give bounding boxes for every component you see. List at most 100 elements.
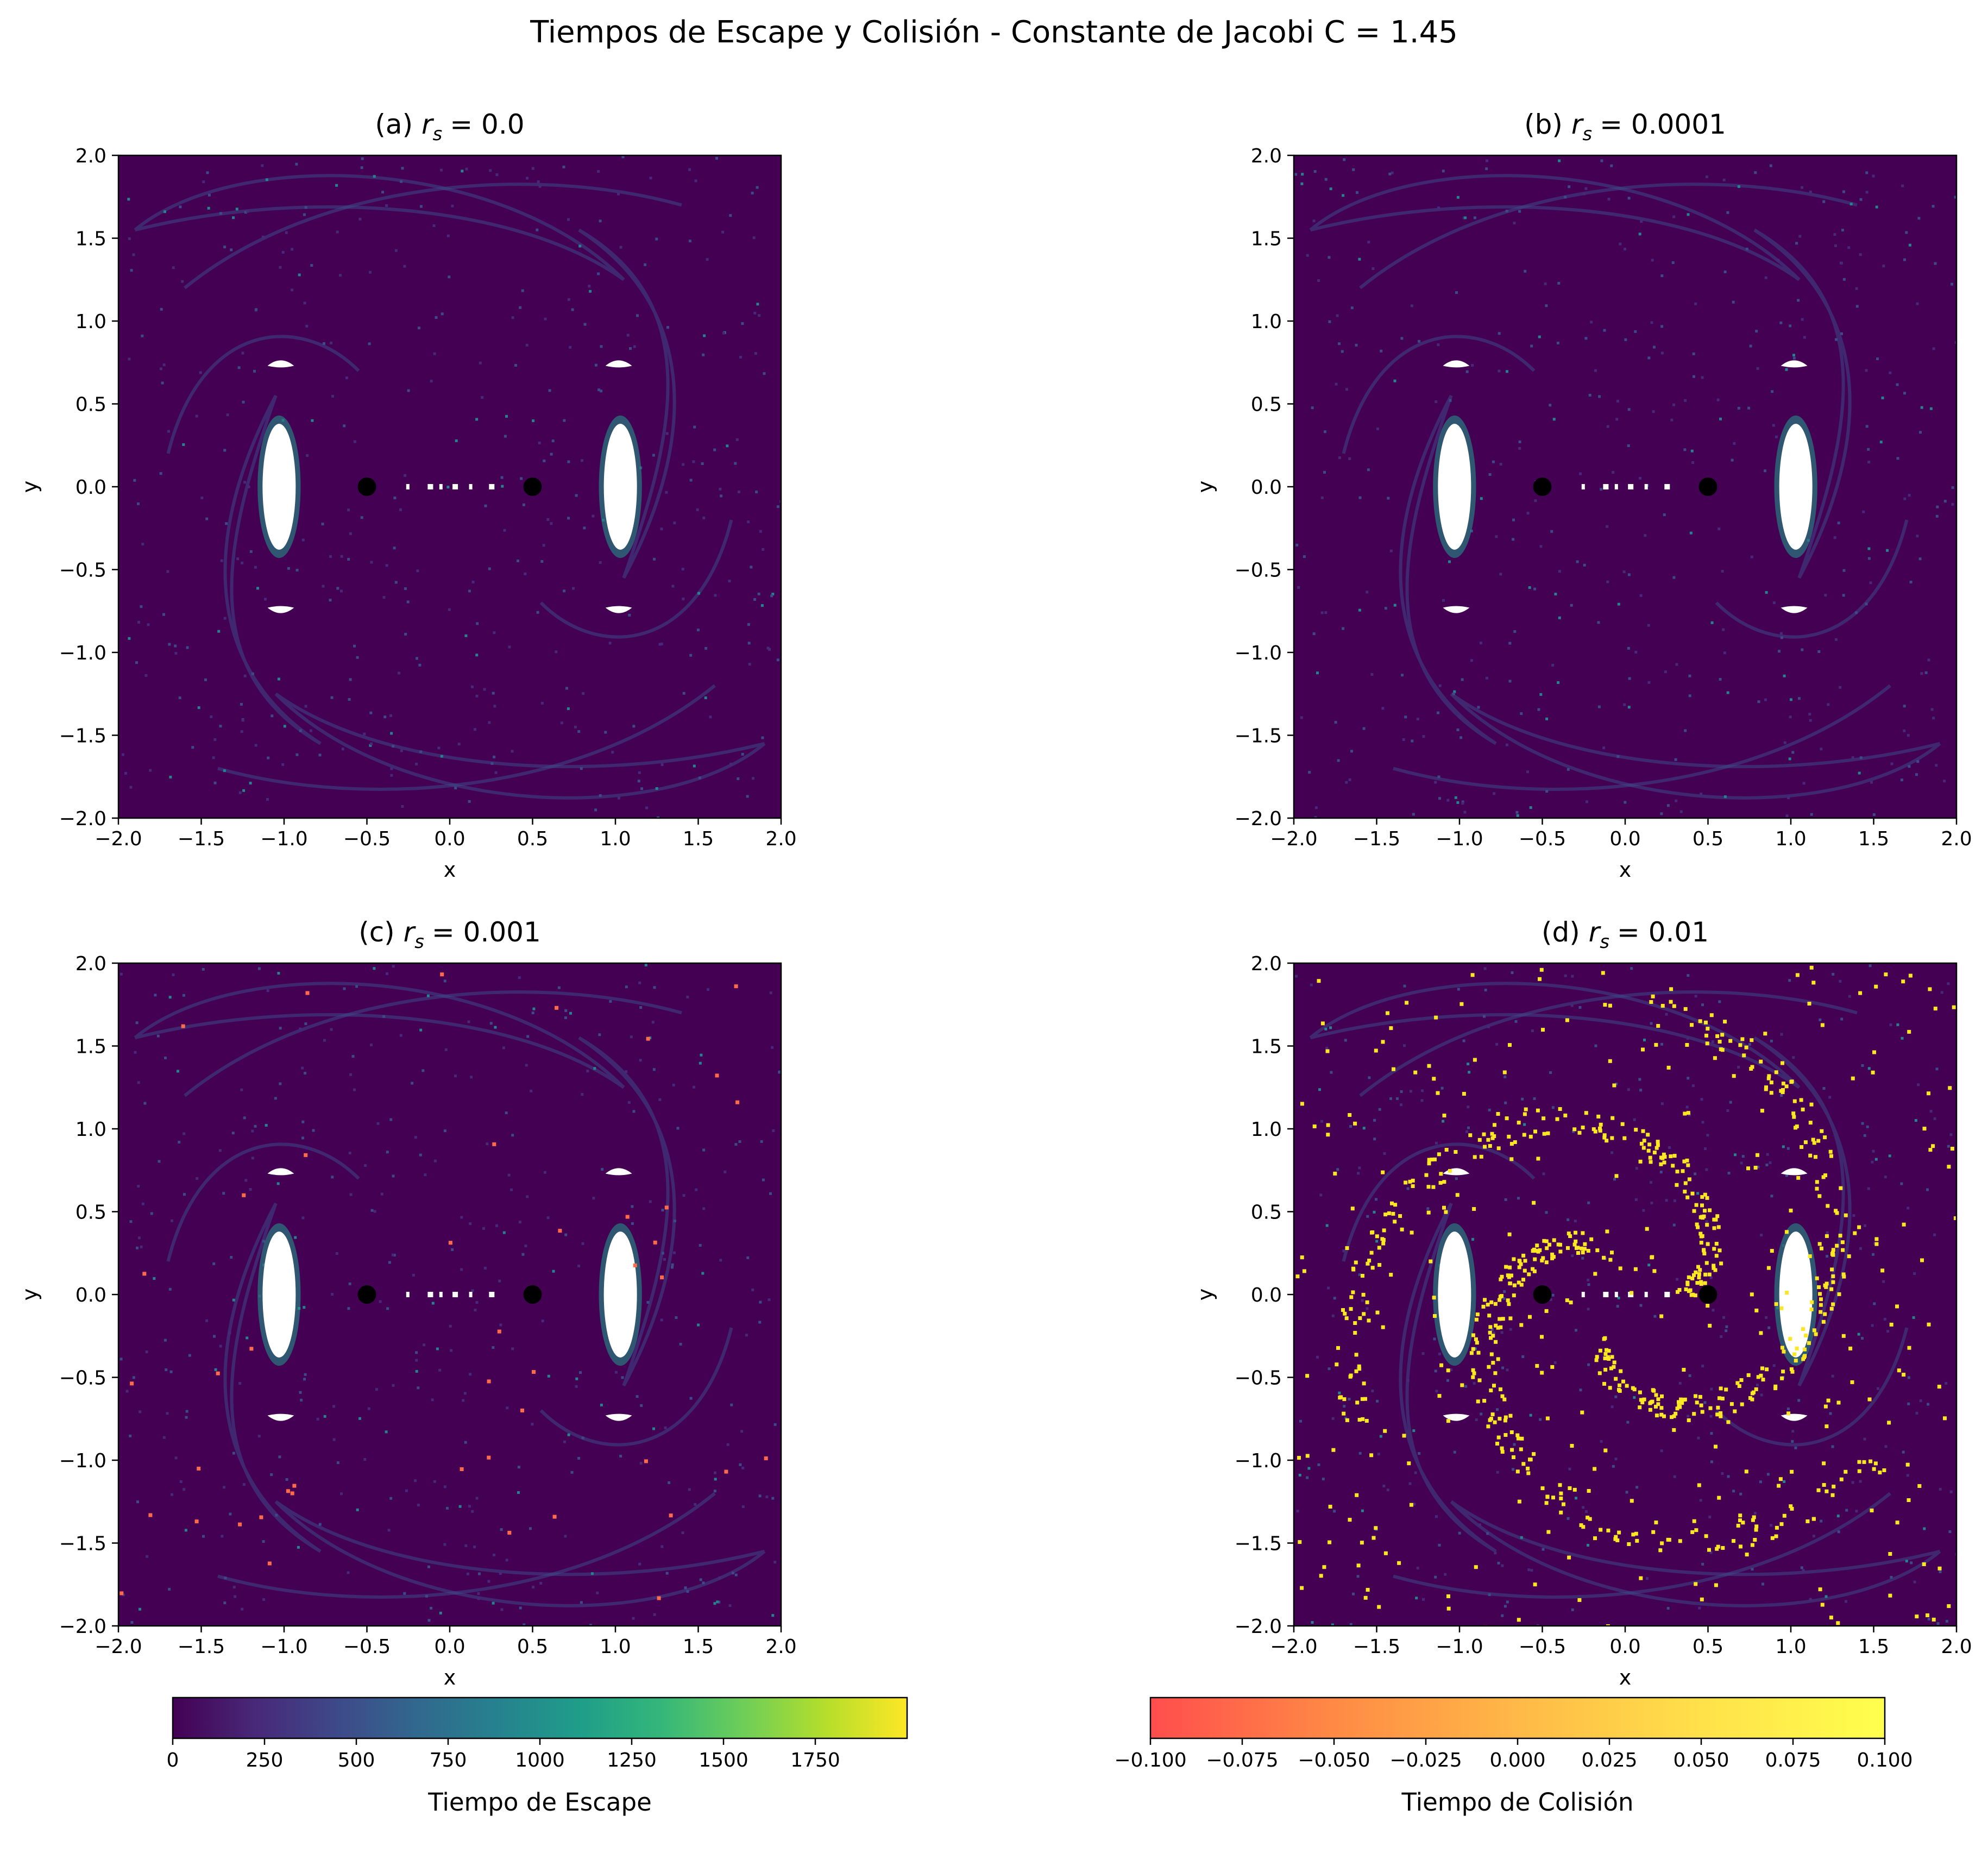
collision-point xyxy=(1520,1436,1524,1441)
escape-speck xyxy=(625,1070,628,1073)
collision-point xyxy=(1943,1416,1947,1421)
collision-colorbar-gradient xyxy=(1149,1697,1886,1739)
escape-speck xyxy=(1581,1256,1584,1260)
collision-point xyxy=(1475,1317,1479,1322)
collision-point xyxy=(1792,1352,1797,1356)
escape-speck xyxy=(598,1033,601,1036)
escape-speck xyxy=(1927,1618,1930,1621)
escape-speck xyxy=(1647,356,1651,360)
escape-speck xyxy=(281,251,285,254)
escape-speck xyxy=(1627,197,1631,200)
escape-speck xyxy=(235,208,238,211)
escape-speck xyxy=(1468,1071,1471,1074)
collision-point xyxy=(1822,1483,1826,1487)
escape-speck xyxy=(323,342,325,345)
escape-speck xyxy=(1328,320,1331,323)
escape-speck xyxy=(755,491,758,494)
collision-point xyxy=(1826,1398,1830,1403)
collision-point xyxy=(1493,1123,1496,1127)
escape-speck xyxy=(521,1253,525,1256)
collision-point xyxy=(1685,1280,1690,1285)
escape-speck xyxy=(1647,624,1650,627)
collision-point xyxy=(1697,1276,1701,1280)
escape-speck xyxy=(458,1505,462,1508)
escape-speck xyxy=(1366,1307,1369,1310)
collision-point xyxy=(1351,1290,1355,1295)
collision-point xyxy=(1389,1026,1393,1031)
collision-point xyxy=(1769,1091,1773,1095)
collision-point xyxy=(735,1100,740,1104)
escape-speck xyxy=(1619,242,1622,246)
escape-speck xyxy=(652,1597,656,1600)
escape-speck xyxy=(746,795,749,798)
collision-point xyxy=(1696,1265,1700,1269)
collision-point xyxy=(1746,1373,1751,1377)
escape-speck xyxy=(1855,611,1858,614)
y-axis-label: y xyxy=(18,481,42,493)
collision-point xyxy=(1829,1306,1834,1311)
collision-point xyxy=(1505,1116,1509,1121)
collision-point xyxy=(1714,1583,1718,1587)
escape-speck xyxy=(255,308,258,311)
escape-speck xyxy=(1352,168,1355,171)
escape-speck xyxy=(298,273,301,277)
escape-speck xyxy=(213,1335,216,1338)
escape-speck xyxy=(1929,407,1933,410)
escape-speck xyxy=(219,1344,222,1348)
escape-speck xyxy=(1564,974,1567,977)
x-tick-label: 1.0 xyxy=(600,1636,631,1658)
escape-speck xyxy=(1889,371,1892,374)
collision-point xyxy=(1694,1270,1698,1274)
escape-speck xyxy=(1783,741,1786,744)
collision-point xyxy=(1659,1155,1663,1160)
escape-speck xyxy=(469,1222,472,1226)
escape-speck xyxy=(1514,1020,1518,1023)
collision-point xyxy=(1377,1263,1382,1267)
collision-point xyxy=(1807,1002,1811,1006)
collision-point xyxy=(1652,1151,1657,1154)
escape-speck xyxy=(1923,1527,1926,1530)
escape-speck xyxy=(589,1624,592,1626)
collision-point xyxy=(1672,1414,1676,1418)
collision-point xyxy=(1532,1269,1537,1273)
escape-speck xyxy=(137,1185,140,1188)
escape-speck xyxy=(1616,1305,1619,1308)
collision-point xyxy=(1302,1269,1306,1273)
escape-speck xyxy=(466,1572,469,1575)
collision-point xyxy=(1840,1240,1845,1245)
collision-point xyxy=(1610,1355,1614,1359)
escape-speck xyxy=(704,647,708,650)
collision-point xyxy=(1663,1155,1667,1159)
central-island-segment xyxy=(1644,484,1648,489)
escape-speck xyxy=(565,687,568,690)
escape-speck xyxy=(517,1466,520,1469)
escape-speck xyxy=(1505,743,1508,746)
escape-speck xyxy=(604,731,607,734)
collision-point xyxy=(1828,1149,1833,1154)
x-tick-label: −0.5 xyxy=(343,828,391,850)
colorbar-tick-label: 1250 xyxy=(607,1749,657,1771)
escape-speck xyxy=(1831,1374,1834,1378)
escape-speck xyxy=(665,432,669,435)
collision-point xyxy=(1518,1259,1522,1264)
escape-speck xyxy=(128,637,131,640)
collision-point xyxy=(1634,1128,1638,1132)
escape-speck xyxy=(156,1034,160,1038)
collision-point xyxy=(1733,1409,1737,1413)
escape-speck xyxy=(303,1306,306,1309)
collision-point xyxy=(1448,1168,1452,1173)
escape-speck xyxy=(1504,1198,1507,1201)
collision-point xyxy=(1500,1294,1503,1298)
escape-speck xyxy=(699,1244,702,1247)
collision-point xyxy=(1779,1089,1783,1093)
escape-speck xyxy=(652,1427,655,1430)
escape-speck xyxy=(1901,1036,1904,1040)
collision-point xyxy=(1844,1469,1848,1474)
escape-speck xyxy=(1861,1122,1864,1125)
collision-point xyxy=(1409,1503,1413,1507)
collision-point xyxy=(1690,1191,1695,1196)
escape-speck xyxy=(1810,813,1813,816)
escape-speck xyxy=(564,1535,567,1538)
collision-point xyxy=(1442,1180,1446,1184)
collision-point xyxy=(1696,1225,1700,1229)
